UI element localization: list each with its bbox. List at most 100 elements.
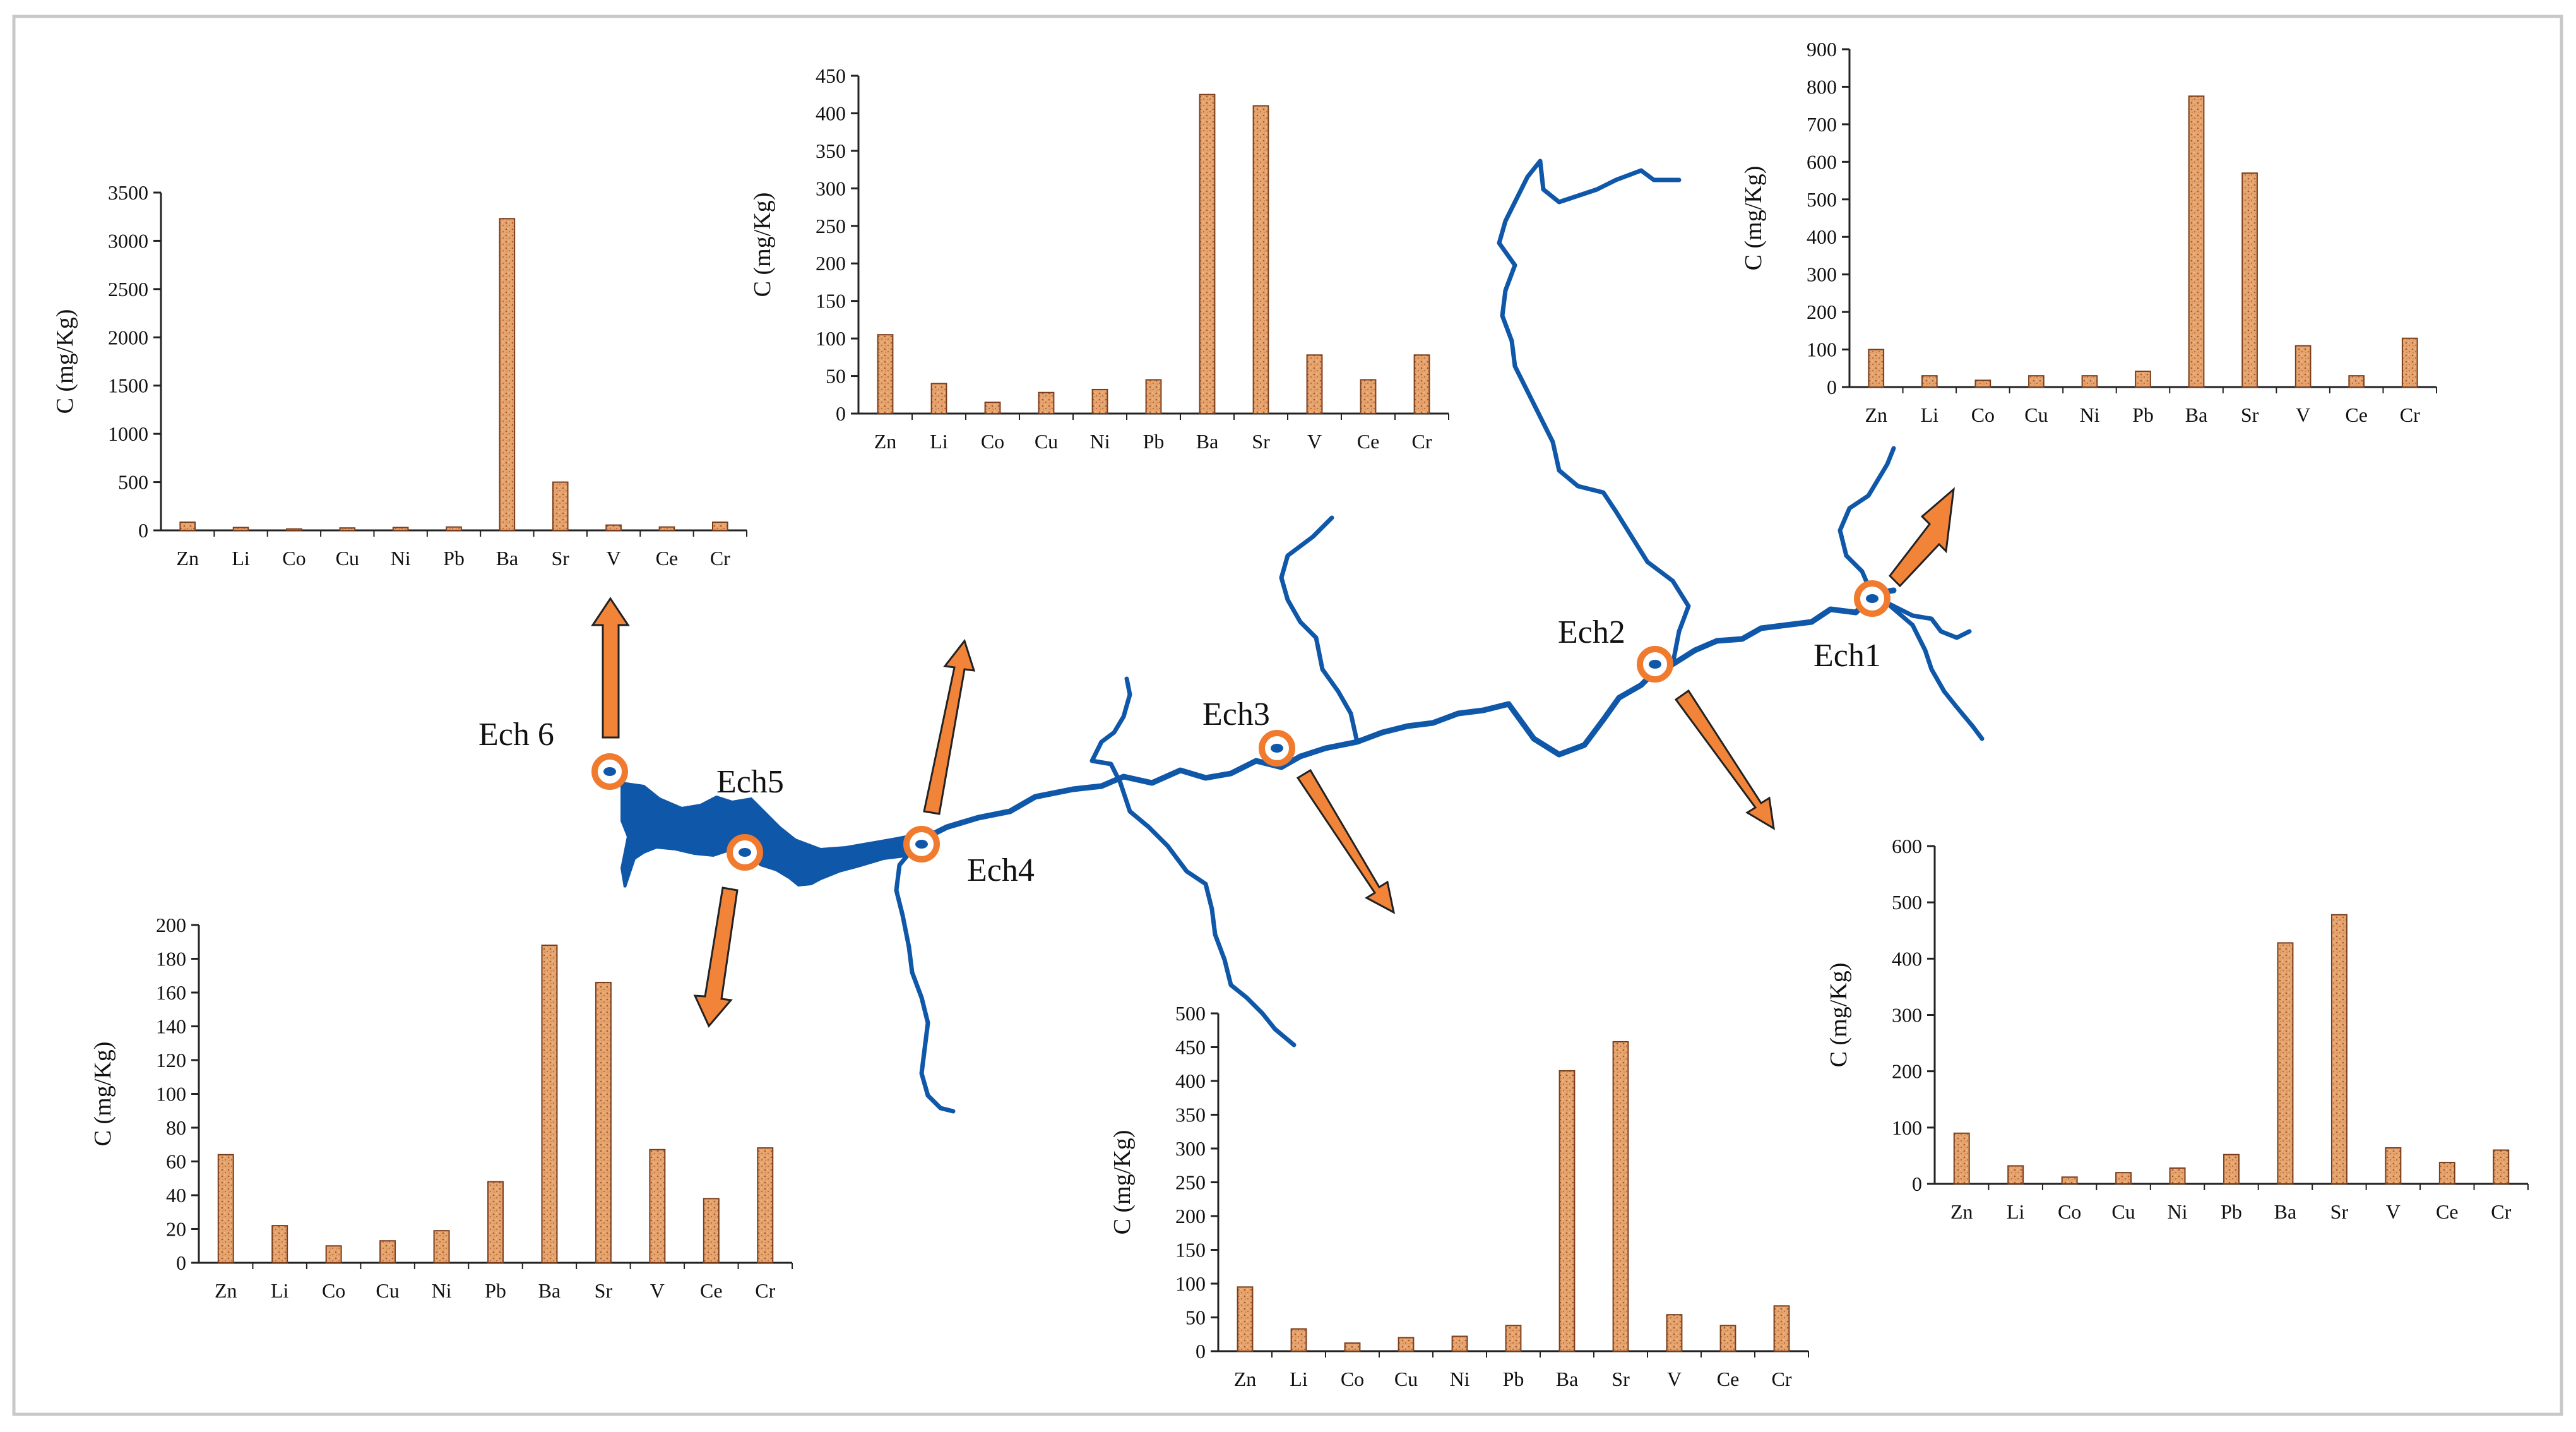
site-label-ech5: Ech5: [716, 764, 784, 800]
y-tick-label: 200: [1807, 301, 1837, 323]
bar-ech5-cu: [379, 1240, 396, 1263]
bar-ech3-co: [1344, 1342, 1361, 1352]
y-tick-label: 100: [1175, 1272, 1206, 1295]
y-tick-label: 200: [816, 252, 846, 275]
x-tick-label: Zn: [1234, 1368, 1257, 1390]
x-tick-label: Ba: [496, 547, 519, 570]
bar-ech6-ni: [392, 527, 409, 532]
y-tick-label: 2500: [108, 278, 148, 301]
y-tick-label: 140: [156, 1015, 186, 1038]
y-tick-label: 400: [1175, 1070, 1206, 1092]
x-tick-label: V: [607, 547, 621, 570]
y-tick-label: 350: [816, 140, 846, 162]
site-marker-ech3-core: [1271, 744, 1283, 753]
bar-ech3-zn: [1237, 1286, 1254, 1352]
river-tributary-south-east: [1118, 780, 1297, 1047]
x-tick-label: Pb: [443, 547, 465, 570]
site-label-ech4: Ech4: [967, 852, 1035, 888]
bar-ech1-cr: [2401, 337, 2418, 388]
chart-ech5: 0 20 40 60 80 100 120 140 160 180 200 C (mg/Kg) Zn Li…: [90, 914, 793, 1302]
bar-ech4-ba: [1199, 93, 1216, 414]
y-tick-label: 500: [1892, 891, 1922, 914]
x-tick-label: Ni: [432, 1279, 452, 1302]
x-tick-label: V: [2296, 403, 2310, 426]
site-label-ech2: Ech2: [1558, 614, 1625, 650]
bar-ech5-pb: [487, 1181, 504, 1263]
bar-ech4-sr: [1252, 105, 1269, 415]
y-tick-label: 40: [166, 1184, 186, 1207]
bar-ech1-pb: [2135, 371, 2151, 388]
bar-ech2-ce: [2438, 1162, 2455, 1185]
river-ech1-branch-north: [1837, 446, 1896, 596]
x-tick-label: Co: [981, 430, 1004, 453]
site-marker-ech1-core: [1866, 594, 1879, 603]
bar-ech5-zn: [217, 1154, 234, 1264]
bar-ech6-ce: [658, 526, 675, 532]
site-marker-ech6-core: [603, 767, 616, 776]
arrow-ech2: [1674, 689, 1775, 830]
chart-ech4: 0 50 100 150 200 250 300 350 400 450 C (mg/Kg) Zn Li…: [749, 64, 1449, 453]
arrow-ech1: [1889, 487, 1955, 588]
x-tick-label: Sr: [1611, 1368, 1630, 1390]
river-map: [620, 158, 1985, 1114]
bar-ech1-sr: [2241, 172, 2258, 388]
arrow-ech6: [591, 597, 630, 739]
reservoir-lake: [620, 781, 927, 888]
bar-ech2-v: [2385, 1147, 2402, 1185]
bar-ech1-cu: [2028, 375, 2045, 388]
river-tributary-north-west: [1089, 676, 1132, 785]
y-axis-label: C (mg/Kg): [1740, 166, 1767, 271]
bar-ech2-li: [2007, 1165, 2024, 1185]
bar-ech1-ce: [2348, 375, 2365, 388]
bar-ech6-li: [232, 527, 249, 532]
y-tick-label: 50: [826, 365, 846, 388]
bar-ech2-cu: [2115, 1172, 2132, 1184]
x-tick-label: Sr: [595, 1279, 613, 1302]
x-tick-label: Ce: [1357, 430, 1380, 453]
bar-ech2-cr: [2493, 1149, 2510, 1184]
y-tick-label: 250: [1175, 1171, 1206, 1194]
bar-ech2-ni: [2169, 1167, 2186, 1184]
x-tick-label: Zn: [1865, 403, 1887, 426]
river-tributary-ech3: [1279, 515, 1360, 744]
bar-ech6-sr: [552, 481, 569, 531]
y-tick-label: 500: [118, 471, 148, 494]
site-ech1: Ech1: [1813, 487, 1955, 674]
bar-ech5-cr: [757, 1147, 774, 1263]
x-tick-label: Li: [271, 1279, 289, 1302]
x-tick-label: Ce: [656, 547, 679, 570]
x-tick-label: Ni: [1450, 1368, 1470, 1390]
y-axis-label: C (mg/Kg): [749, 193, 776, 297]
river-tributary-north: [1497, 158, 1691, 667]
x-tick-label: Cu: [336, 547, 359, 570]
y-tick-label: 100: [1807, 338, 1837, 361]
y-axis-label: C (mg/Kg): [1109, 1130, 1136, 1235]
y-tick-label: 800: [1807, 75, 1837, 98]
x-tick-label: Cr: [1772, 1368, 1792, 1390]
x-tick-label: Co: [1341, 1368, 1364, 1390]
y-tick-label: 450: [816, 64, 846, 87]
x-tick-label: Cu: [1035, 430, 1058, 453]
bar-ech1-co: [1974, 379, 1991, 388]
x-tick-label: V: [1667, 1368, 1682, 1390]
y-tick-label: 300: [816, 177, 846, 200]
bar-ech4-cu: [1038, 391, 1055, 415]
site-ech3: Ech3: [1202, 696, 1396, 914]
x-tick-label: Sr: [1252, 430, 1270, 453]
y-tick-label: 0: [138, 519, 148, 542]
y-tick-label: 300: [1175, 1137, 1206, 1160]
x-tick-label: Ce: [2436, 1200, 2459, 1223]
x-tick-label: Li: [1921, 403, 1939, 426]
bar-ech4-li: [930, 383, 947, 415]
x-tick-label: V: [1307, 430, 1322, 453]
y-tick-label: 20: [166, 1218, 186, 1241]
x-tick-label: Cu: [2111, 1200, 2135, 1223]
x-tick-label: Cr: [1412, 430, 1432, 453]
bar-ech6-pb: [446, 526, 462, 532]
y-tick-label: 3000: [108, 229, 148, 252]
y-tick-label: 600: [1892, 835, 1922, 857]
site-marker-ech4-core: [915, 840, 928, 849]
x-tick-label: Ce: [1717, 1368, 1740, 1390]
